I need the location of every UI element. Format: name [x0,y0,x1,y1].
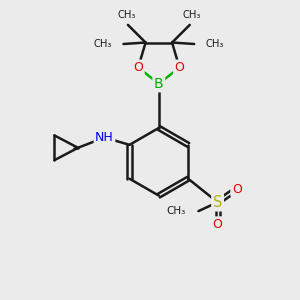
Text: O: O [175,61,184,74]
Text: CH₃: CH₃ [94,39,112,49]
Text: CH₃: CH₃ [182,10,200,20]
Text: NH: NH [95,131,114,144]
Text: CH₃: CH₃ [117,10,136,20]
Text: O: O [213,218,223,231]
Text: S: S [213,195,222,210]
Text: CH₃: CH₃ [206,39,224,49]
Text: CH₃: CH₃ [166,206,185,216]
Text: B: B [154,77,164,91]
Text: O: O [133,61,143,74]
Text: O: O [232,182,242,196]
